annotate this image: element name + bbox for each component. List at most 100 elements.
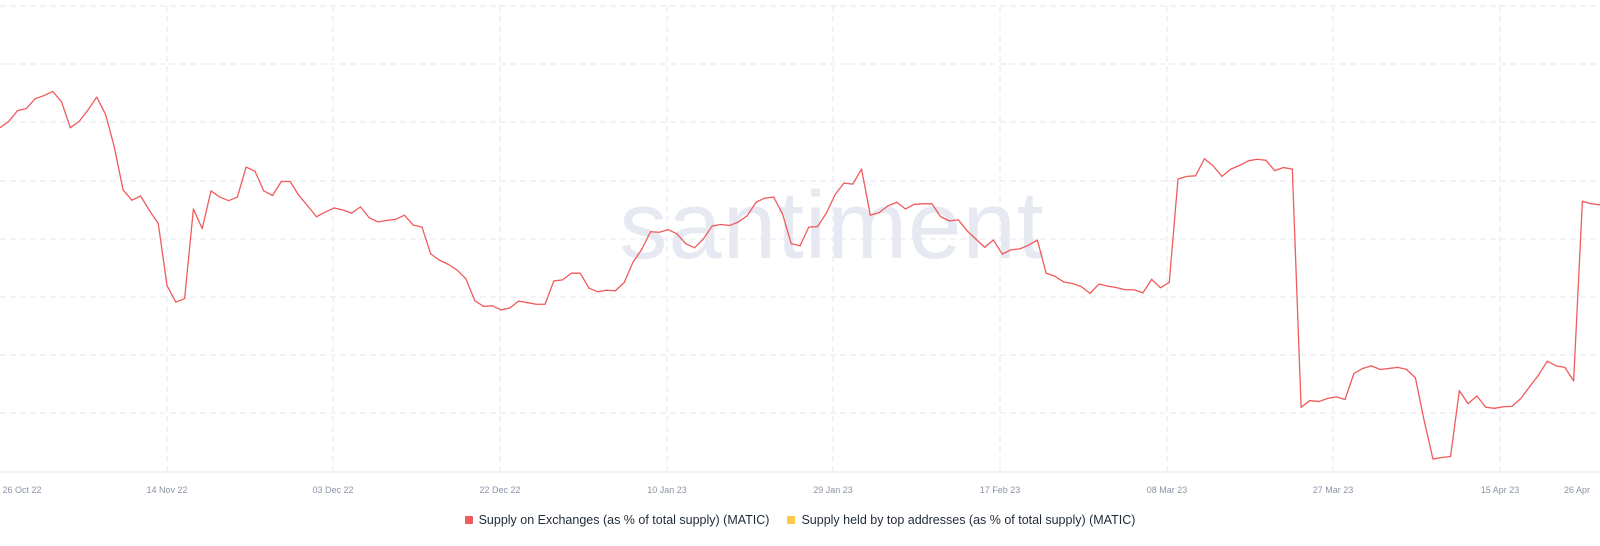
data-point-exchanges bbox=[1537, 374, 1540, 376]
data-point-exchanges bbox=[1071, 282, 1074, 285]
data-point-exchanges bbox=[263, 190, 265, 192]
data-point-exchanges bbox=[289, 180, 291, 183]
data-point-exchanges bbox=[685, 243, 687, 245]
data-point-exchanges bbox=[1476, 395, 1478, 397]
data-point-exchanges bbox=[1291, 168, 1293, 170]
data-point-exchanges bbox=[201, 228, 203, 230]
data-point-exchanges bbox=[860, 168, 863, 170]
data-point-exchanges bbox=[1054, 275, 1056, 277]
data-point-exchanges bbox=[377, 221, 379, 223]
data-point-exchanges bbox=[474, 300, 476, 302]
data-point-exchanges bbox=[1019, 248, 1021, 250]
legend-swatch-exchanges bbox=[464, 516, 473, 524]
legend-item-exchanges[interactable]: Supply on Exchanges (as % of total suppl… bbox=[464, 513, 770, 527]
data-point-exchanges bbox=[1449, 455, 1452, 458]
data-point-exchanges bbox=[1186, 175, 1188, 177]
data-point-exchanges bbox=[562, 279, 564, 281]
data-point-exchanges bbox=[60, 101, 63, 103]
x-tick-label: 27 Mar 23 bbox=[1313, 485, 1354, 495]
data-point-exchanges bbox=[1546, 360, 1548, 362]
data-point-exchanges bbox=[34, 98, 36, 100]
data-point-exchanges bbox=[1089, 292, 1091, 294]
series-layer bbox=[0, 90, 1600, 460]
data-point-exchanges bbox=[324, 211, 326, 213]
data-point-exchanges bbox=[773, 196, 775, 198]
data-point-exchanges bbox=[614, 290, 616, 292]
data-point-exchanges bbox=[544, 303, 546, 305]
data-point-exchanges bbox=[1555, 365, 1557, 367]
data-point-exchanges bbox=[535, 303, 537, 305]
data-point-exchanges bbox=[737, 221, 740, 223]
data-point-exchanges bbox=[887, 205, 889, 207]
data-point-exchanges bbox=[210, 190, 212, 192]
data-point-exchanges bbox=[1573, 380, 1575, 382]
data-point-exchanges bbox=[315, 216, 318, 218]
data-point-exchanges bbox=[1362, 367, 1364, 370]
data-point-exchanges bbox=[904, 208, 907, 210]
watermark: santiment bbox=[619, 172, 1044, 279]
data-point-exchanges bbox=[43, 94, 45, 97]
data-point-exchanges bbox=[175, 301, 177, 303]
data-point-exchanges bbox=[1159, 287, 1162, 289]
data-point-exchanges bbox=[16, 109, 19, 112]
data-point-exchanges bbox=[764, 197, 766, 199]
data-point-exchanges bbox=[808, 226, 810, 228]
data-point-exchanges bbox=[992, 239, 995, 241]
x-tick-label: 15 Apr 23 bbox=[1481, 485, 1520, 495]
legend-item-top-addresses[interactable]: Supply held by top addresses (as % of to… bbox=[787, 513, 1135, 527]
data-point-exchanges bbox=[148, 209, 151, 212]
data-point-exchanges bbox=[1001, 253, 1003, 255]
data-point-exchanges bbox=[421, 226, 423, 228]
data-point-exchanges bbox=[1520, 397, 1522, 400]
data-point-exchanges bbox=[403, 214, 405, 216]
x-tick-label: 17 Feb 23 bbox=[980, 485, 1021, 495]
x-tick-label: 14 Nov 22 bbox=[146, 485, 187, 495]
data-point-exchanges bbox=[1485, 406, 1487, 408]
data-point-exchanges bbox=[913, 203, 915, 205]
data-point-exchanges bbox=[1423, 420, 1425, 422]
data-point-exchanges bbox=[482, 305, 485, 307]
legend-label-exchanges: Supply on Exchanges (as % of total suppl… bbox=[478, 513, 770, 527]
x-tick-label: 22 Dec 22 bbox=[479, 485, 520, 495]
data-point-exchanges bbox=[658, 231, 660, 233]
data-point-exchanges bbox=[1344, 398, 1346, 401]
data-point-exchanges bbox=[113, 146, 115, 148]
data-point-exchanges bbox=[1195, 175, 1197, 177]
data-point-exchanges bbox=[843, 182, 845, 184]
data-point-exchanges bbox=[1300, 406, 1302, 408]
data-point-exchanges bbox=[553, 280, 555, 282]
data-point-exchanges bbox=[693, 247, 696, 249]
x-tick-label: 26 Apr bbox=[1564, 485, 1590, 495]
data-point-exchanges bbox=[87, 109, 89, 111]
x-tick-label: 08 Mar 23 bbox=[1147, 485, 1188, 495]
data-point-exchanges bbox=[96, 96, 98, 98]
data-point-exchanges bbox=[1265, 159, 1267, 161]
data-point-exchanges bbox=[0, 127, 1, 129]
data-point-exchanges bbox=[711, 225, 713, 227]
data-point-exchanges bbox=[1142, 292, 1144, 294]
data-point-exchanges bbox=[1441, 456, 1443, 459]
data-point-exchanges bbox=[896, 201, 898, 203]
data-point-exchanges bbox=[1177, 178, 1179, 180]
data-point-exchanges bbox=[465, 278, 467, 280]
data-point-exchanges bbox=[526, 302, 529, 304]
data-point-exchanges bbox=[940, 216, 942, 218]
data-point-exchanges bbox=[1379, 368, 1381, 371]
data-point-exchanges bbox=[878, 211, 880, 214]
data-point-exchanges bbox=[922, 203, 924, 205]
data-point-exchanges bbox=[1203, 158, 1205, 160]
legend: Supply on Exchanges (as % of total suppl… bbox=[0, 513, 1600, 527]
data-point-exchanges bbox=[166, 285, 168, 287]
data-point-exchanges bbox=[1318, 400, 1320, 403]
data-point-exchanges bbox=[456, 269, 458, 271]
data-point-exchanges bbox=[1080, 286, 1082, 288]
data-point-exchanges bbox=[509, 307, 511, 309]
data-point-exchanges bbox=[676, 233, 678, 235]
data-point-exchanges bbox=[667, 229, 669, 231]
data-point-exchanges bbox=[518, 300, 520, 302]
x-tick-label: 26 Oct 22 bbox=[2, 485, 41, 495]
data-point-exchanges bbox=[447, 263, 449, 265]
data-point-exchanges bbox=[948, 220, 951, 222]
data-point-exchanges bbox=[755, 201, 757, 203]
